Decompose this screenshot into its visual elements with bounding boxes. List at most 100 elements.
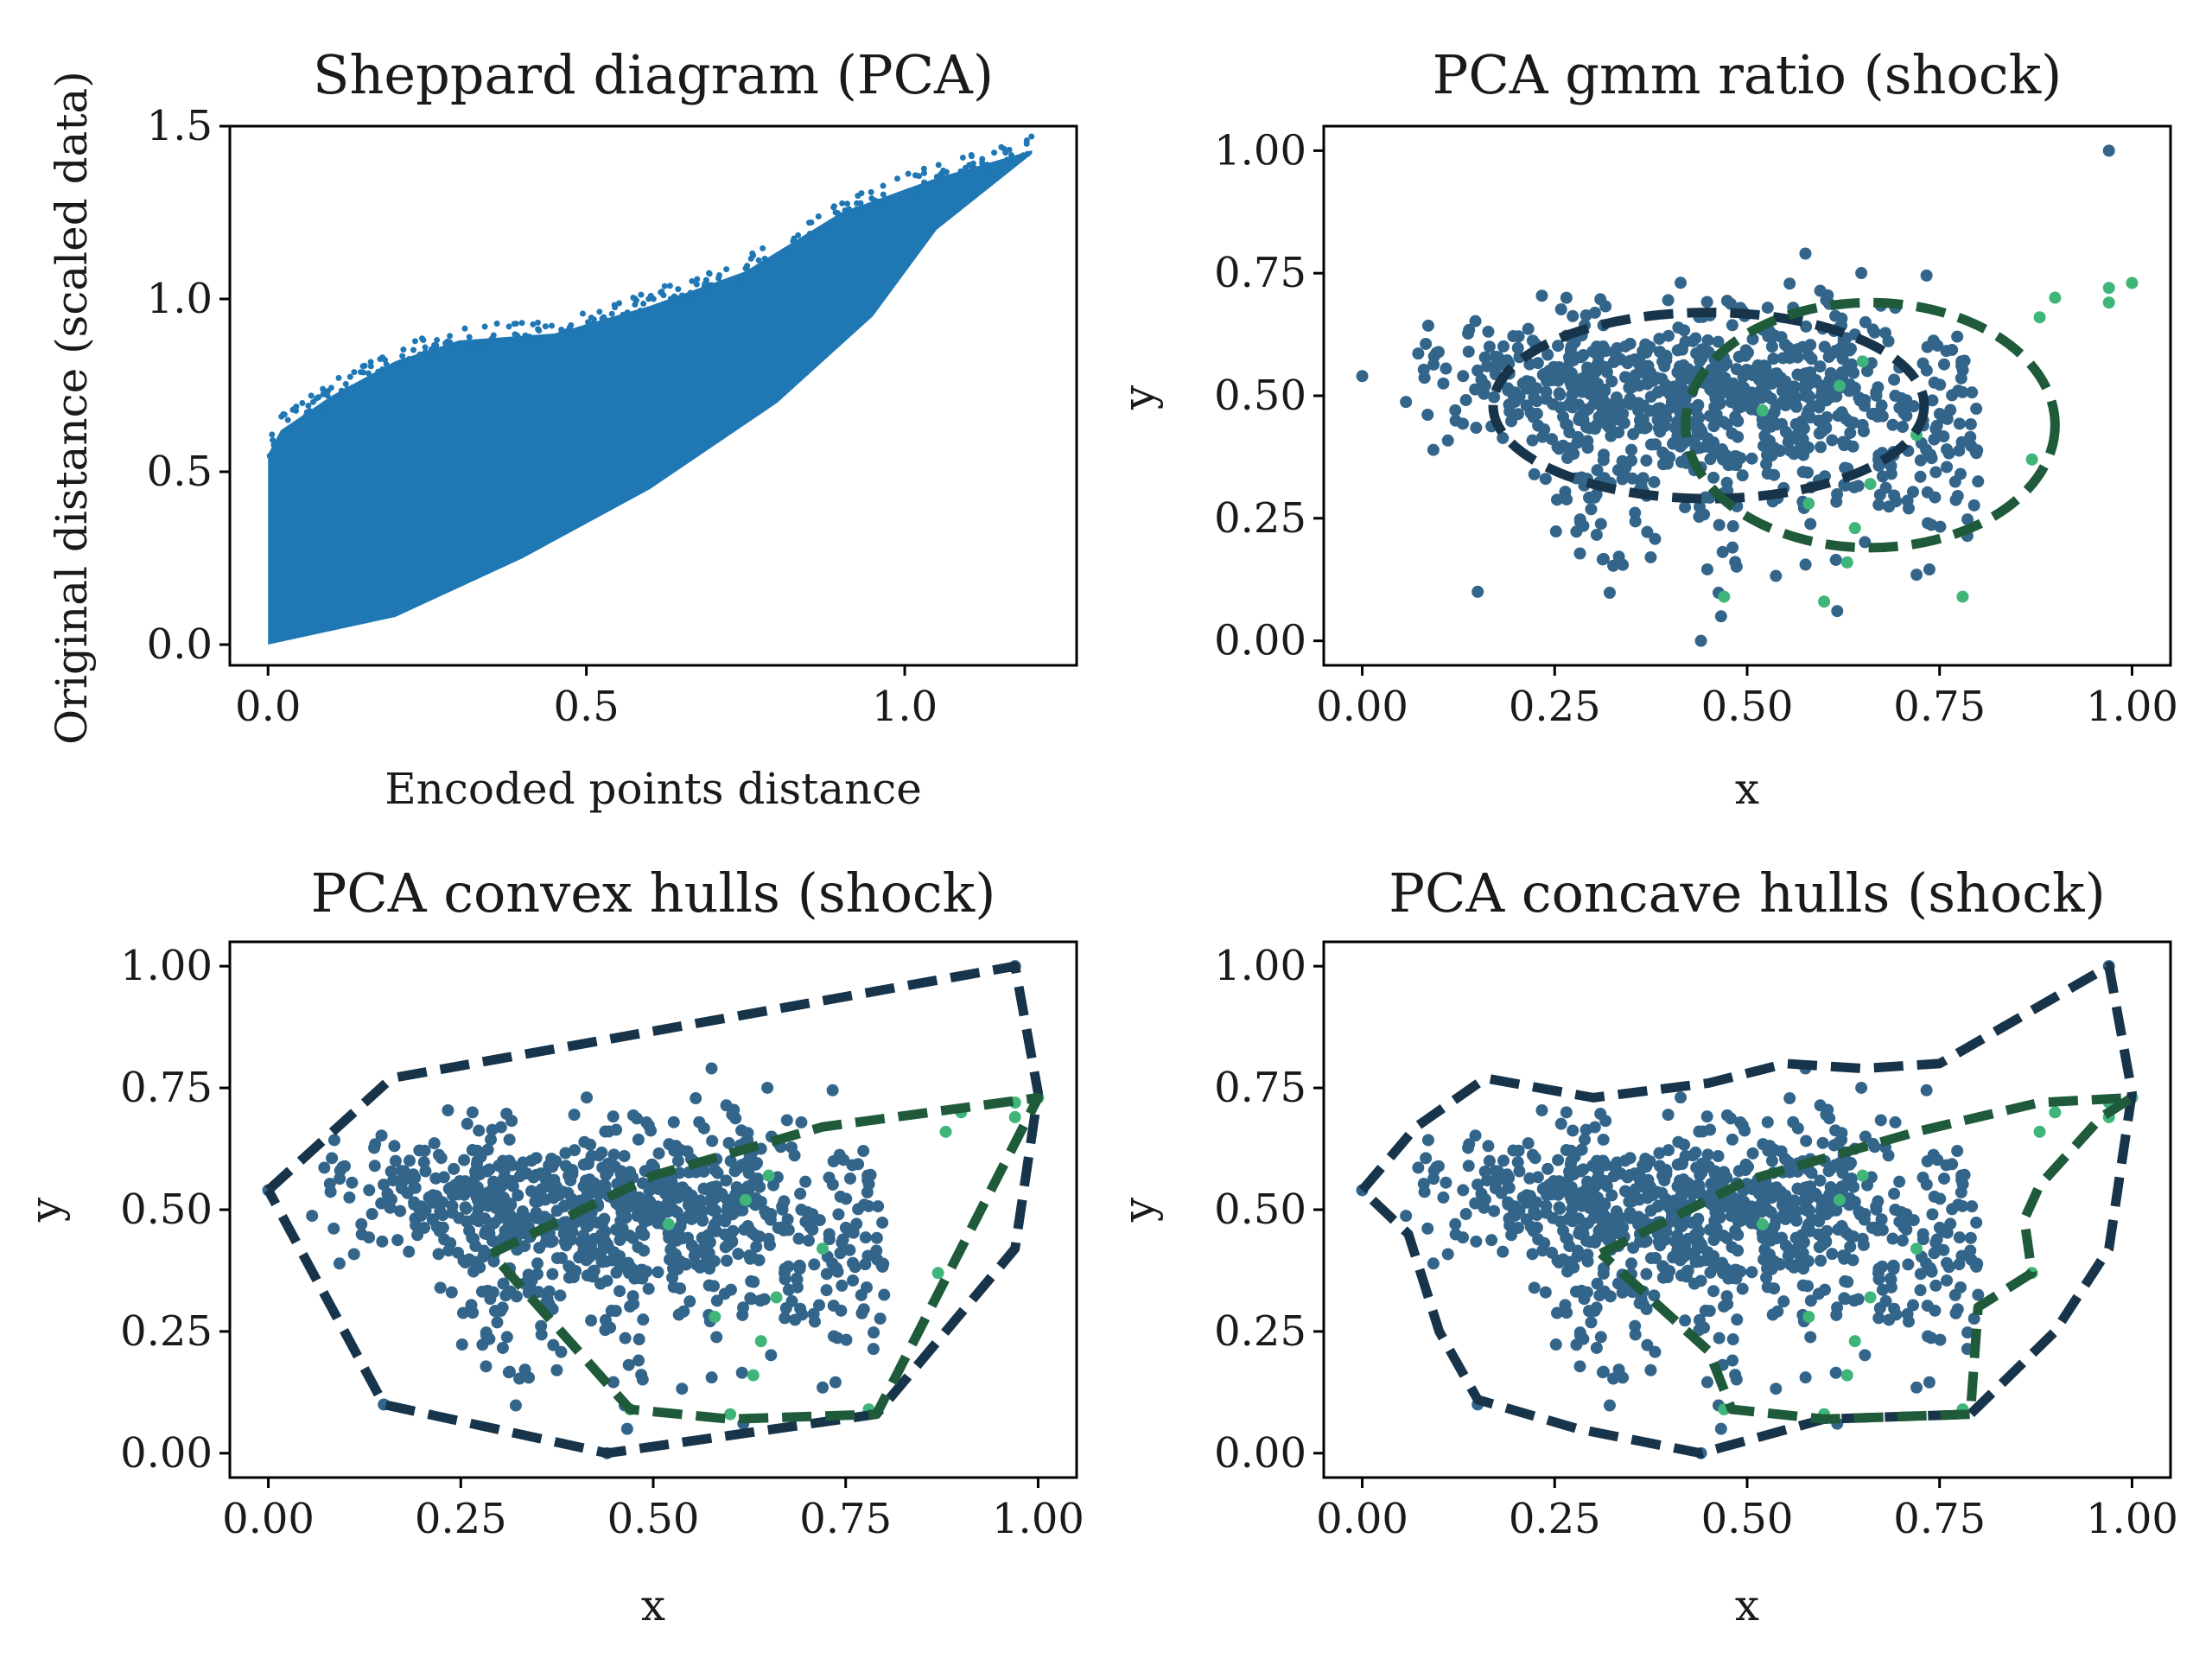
data-point-dark [1592, 350, 1605, 363]
data-point-dark [1660, 353, 1673, 366]
sheppard-point [379, 354, 386, 361]
data-point-dark [1704, 453, 1717, 466]
data-point-dark [1560, 291, 1573, 304]
y-tick-label: 0.00 [1214, 617, 1306, 665]
data-point-dark [1617, 1371, 1630, 1384]
data-point-dark [1488, 391, 1501, 404]
data-point-dark [346, 1176, 359, 1189]
data-point-dark [1595, 397, 1608, 410]
data-point-dark [363, 1231, 376, 1244]
sheppard-point [416, 351, 423, 358]
data-point-dark [1470, 422, 1483, 435]
data-point-dark [867, 1343, 880, 1356]
data-point-dark [762, 1232, 775, 1245]
sheppard-point [744, 263, 751, 270]
data-point-dark [1948, 475, 1961, 488]
data-point-dark [1400, 396, 1413, 409]
data-point-dark [469, 1165, 482, 1178]
data-point-dark [1585, 503, 1598, 516]
data-point-dark [1703, 410, 1716, 423]
sheppard-point [542, 323, 549, 330]
data-point-dark [632, 1354, 645, 1367]
data-point-dark [1689, 332, 1702, 345]
sheppard-point [640, 300, 647, 307]
gmm-plot-area: 0.00 0.25 0.50 0.75 1.00 0.00 0.25 0.50 0.75 1.00 [1214, 124, 2178, 731]
sheppard-point [790, 238, 797, 245]
data-point-dark [1928, 1247, 1941, 1260]
data-point-dark [829, 1376, 842, 1389]
sheppard-point [829, 218, 836, 225]
data-point-dark [1662, 329, 1675, 342]
data-point-dark [1578, 1133, 1591, 1146]
data-point-dark [1675, 276, 1688, 289]
data-point-dark [743, 1249, 756, 1262]
data-point-dark [631, 1210, 644, 1223]
data-point-dark [1649, 438, 1662, 451]
data-point-dark [599, 1179, 612, 1192]
y-tick-label: 0.25 [1214, 494, 1306, 543]
concave-panel: PCA concave hulls (shock) x y 0.00 0.25 0.… [1114, 861, 2178, 1630]
data-point-dark [1649, 1345, 1662, 1358]
data-point-dark [1661, 1271, 1674, 1284]
data-point-dark [1765, 1154, 1778, 1167]
sheppard-point [422, 348, 429, 355]
data-point-dark [500, 1331, 513, 1344]
sheppard-point [979, 156, 986, 162]
data-point-dark [550, 1155, 563, 1168]
data-point-dark [847, 1256, 860, 1269]
data-point-dark [1873, 488, 1886, 501]
sheppard-point [875, 198, 882, 205]
data-point-dark [1847, 440, 1859, 453]
data-point-dark [1421, 1134, 1434, 1147]
sheppard-point [338, 387, 345, 394]
data-point-dark [444, 1182, 457, 1195]
data-point-dark [535, 1319, 548, 1332]
data-point-green [2033, 311, 2046, 324]
sheppard-point [344, 385, 351, 392]
data-point-dark [709, 1192, 721, 1205]
data-point-dark [1783, 444, 1796, 457]
data-point-dark [1802, 441, 1815, 454]
data-point-dark [1675, 1156, 1688, 1169]
data-point-dark [458, 1154, 471, 1166]
data-point-dark [456, 1306, 469, 1319]
sheppard-point [658, 289, 664, 296]
sheppard-point [405, 355, 412, 362]
data-point-dark [1629, 369, 1642, 382]
sheppard-point [630, 295, 637, 302]
sheppard-point [266, 452, 273, 459]
data-point-dark [1457, 1184, 1470, 1197]
data-point-dark [415, 1200, 428, 1213]
data-point-dark [1726, 541, 1739, 554]
data-point-dark [1925, 452, 1938, 465]
data-point-dark [1417, 363, 1430, 376]
data-point-dark [419, 1165, 432, 1178]
data-point-dark [1831, 488, 1844, 501]
data-point-dark [1790, 400, 1803, 413]
data-point-dark [1902, 1315, 1915, 1328]
data-point-dark [1699, 491, 1712, 504]
data-point-dark [477, 1250, 490, 1263]
sheppard-point [473, 339, 480, 346]
data-point-dark [535, 1328, 548, 1341]
sheppard-point [411, 338, 418, 345]
gmm-ellipse-dark [1488, 308, 1929, 504]
data-point-dark [1734, 1116, 1747, 1129]
sheppard-point [969, 160, 976, 167]
data-point-dark [1703, 1191, 1716, 1204]
data-point-dark [1644, 1363, 1657, 1376]
data-point-dark [1704, 1266, 1717, 1279]
data-point-dark [1550, 493, 1563, 506]
data-point-dark [1552, 340, 1565, 353]
data-point-dark [632, 1272, 645, 1285]
sheppard-point [585, 319, 592, 326]
data-point-dark [1926, 1208, 1939, 1221]
data-point-dark [1836, 353, 1849, 365]
sheppard-point [522, 332, 529, 339]
data-point-dark [501, 1211, 514, 1224]
data-point-dark [1961, 513, 1974, 526]
data-point-dark [1803, 1205, 1816, 1217]
concave-title: PCA concave hulls (shock) [1389, 861, 2106, 925]
data-point-dark [1571, 1250, 1584, 1263]
data-point-dark [1714, 1422, 1727, 1435]
